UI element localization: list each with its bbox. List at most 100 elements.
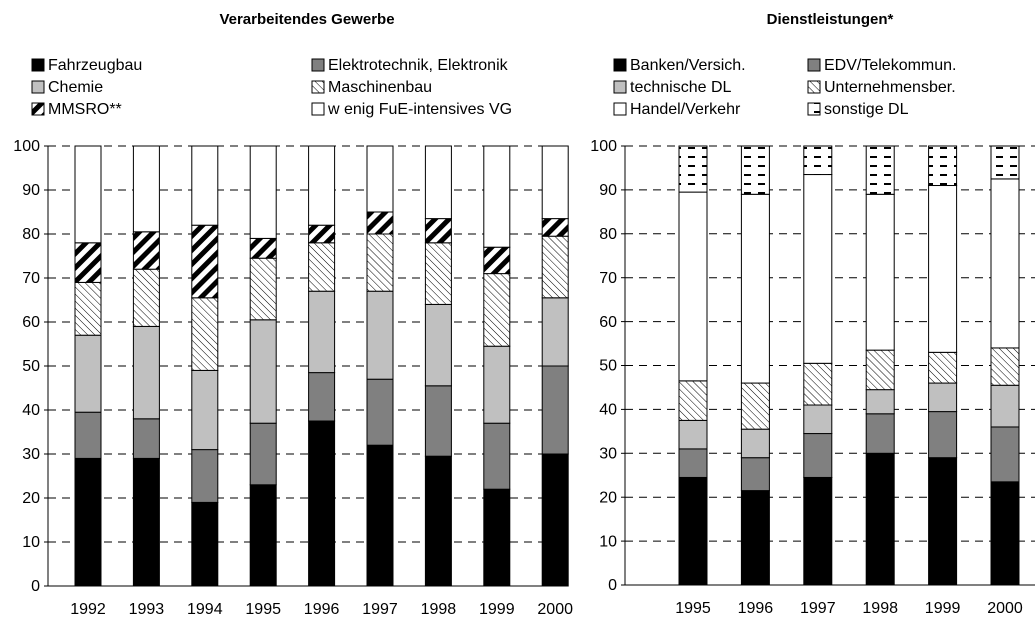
y-tick-label: 30: [599, 446, 617, 463]
x-tick-label: 2000: [537, 601, 573, 618]
legend-swatch: [311, 80, 325, 94]
legend-swatch: [31, 80, 45, 94]
y-tick-label: 60: [599, 314, 617, 331]
bar-segment: [740, 145, 770, 195]
bar-segment: [928, 145, 958, 187]
bar-segment: [483, 246, 511, 275]
legend-label: technische DL: [630, 79, 731, 96]
bar-segment: [191, 501, 219, 587]
bar-segment: [865, 413, 895, 454]
bar-segment: [483, 488, 511, 587]
x-tick-label: 1997: [800, 600, 836, 617]
legend-label: MMSRO**: [48, 101, 122, 118]
chart-title: Dienstleistungen*: [767, 11, 894, 28]
y-tick-label: 10: [599, 533, 617, 550]
bar-segment: [308, 224, 336, 244]
x-tick-label: 2000: [987, 600, 1023, 617]
legend-label: Unternehmensber.: [824, 79, 956, 96]
legend-swatch: [311, 102, 325, 116]
y-tick-label: 20: [599, 489, 617, 506]
legend-swatch: [807, 58, 821, 72]
legend-swatch: [613, 58, 627, 72]
bar-segment: [74, 457, 102, 587]
bar-segment: [541, 145, 569, 220]
bar-segment: [424, 218, 452, 244]
bar-segment: [803, 476, 833, 586]
bar-segment: [191, 449, 219, 503]
y-tick-label: 80: [22, 226, 40, 243]
y-tick-label: 40: [599, 402, 617, 419]
bar-segment: [191, 224, 219, 299]
bar-segment: [740, 457, 770, 492]
bar-segment: [483, 422, 511, 490]
bar-segment: [541, 453, 569, 587]
y-tick-label: 70: [22, 270, 40, 287]
bar-segment: [740, 428, 770, 459]
bar-segment: [132, 418, 160, 459]
bar-segment: [366, 290, 394, 380]
legend-label: EDV/Telekommun.: [824, 57, 957, 74]
bar-segment: [678, 191, 708, 382]
y-tick-label: 100: [590, 138, 617, 155]
legend-label: Banken/Versich.: [630, 57, 746, 74]
bar-segment: [678, 476, 708, 586]
bar-segment: [803, 433, 833, 478]
bar-segment: [483, 345, 511, 424]
bar-segment: [990, 426, 1020, 483]
x-tick-label: 1998: [421, 601, 457, 618]
bar-segment: [928, 382, 958, 413]
bar-segment: [678, 419, 708, 450]
legend-label: Fahrzeugbau: [48, 57, 142, 74]
x-tick-label: 1999: [925, 600, 961, 617]
bar-segment: [865, 145, 895, 195]
bar-segment: [483, 145, 511, 248]
bar-segment: [865, 452, 895, 586]
bar-segment: [424, 385, 452, 457]
bar-segment: [990, 145, 1020, 180]
bar-segment: [191, 369, 219, 451]
x-tick-label: 1998: [862, 600, 898, 617]
x-tick-label: 1999: [479, 601, 515, 618]
bar-segment: [928, 411, 958, 459]
x-tick-label: 1992: [70, 601, 106, 618]
bar-segment: [191, 297, 219, 371]
y-tick-label: 60: [22, 314, 40, 331]
bar-segment: [74, 145, 102, 244]
bar-segment: [74, 281, 102, 336]
bar-segment: [132, 457, 160, 587]
bar-segment: [132, 145, 160, 233]
y-tick-label: 10: [22, 534, 40, 551]
bar-segment: [928, 185, 958, 353]
bar-segment: [308, 290, 336, 374]
bar-segment: [191, 145, 219, 226]
bar-segment: [308, 145, 336, 226]
bar-segment: [678, 380, 708, 421]
y-tick-label: 0: [608, 577, 617, 594]
legend-label: Elektrotechnik, Elektronik: [328, 57, 509, 74]
bar-segment: [865, 193, 895, 351]
bar-segment: [366, 378, 394, 446]
bar-segment: [74, 242, 102, 283]
legend-label: Handel/Verkehr: [630, 101, 741, 118]
bar-segment: [483, 273, 511, 347]
bar-segment: [865, 389, 895, 415]
bar-segment: [541, 235, 569, 299]
bar-segment: [249, 319, 277, 424]
bar-segment: [132, 325, 160, 420]
legend-swatch: [807, 80, 821, 94]
bar-segment: [928, 351, 958, 384]
y-tick-label: 50: [22, 358, 40, 375]
y-tick-label: 40: [22, 402, 40, 419]
bar-segment: [249, 484, 277, 587]
bar-segment: [541, 297, 569, 367]
y-tick-label: 100: [13, 138, 40, 155]
bar-segment: [132, 268, 160, 327]
legend-swatch: [807, 102, 821, 116]
x-tick-label: 1996: [304, 601, 340, 618]
legend-swatch: [31, 58, 45, 72]
bar-segment: [740, 490, 770, 586]
legend-label: sonstige DL: [824, 101, 909, 118]
bar-segment: [74, 334, 102, 413]
y-tick-label: 30: [22, 446, 40, 463]
legend-swatch: [613, 102, 627, 116]
